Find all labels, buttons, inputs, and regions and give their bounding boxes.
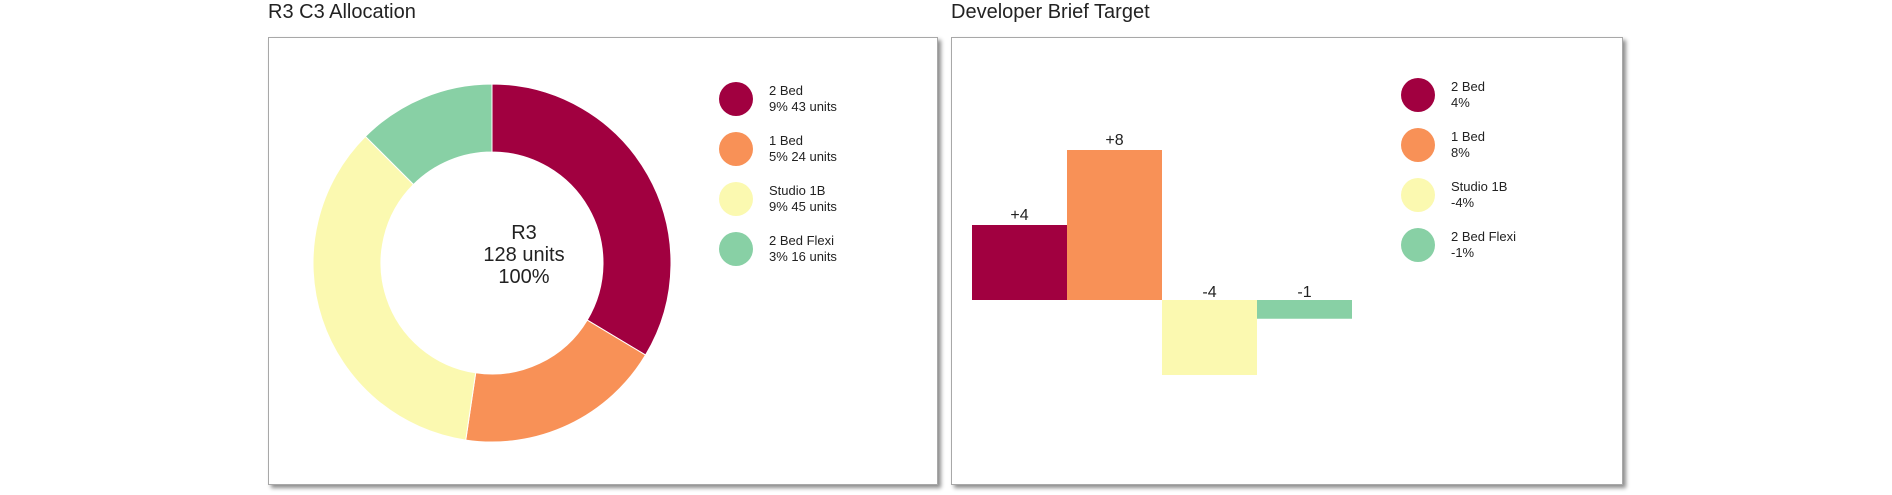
legend-swatch — [1401, 178, 1435, 212]
donut-center-label: R3 128 units 100% — [424, 222, 624, 288]
legend-swatch — [719, 82, 753, 116]
bar-chart: +4 +8 -4 -1 — [972, 132, 1352, 375]
legend-label: 2 Bed Flexi — [769, 233, 835, 248]
legend-label: Studio 1B — [1451, 179, 1508, 194]
donut-chart-title: R3 C3 Allocation — [268, 1, 416, 23]
bar-value-label: +8 — [1105, 132, 1123, 149]
bar-legend-item[interactable]: 2 Bed Flexi -1% — [1401, 228, 1516, 262]
donut-center-name: R3 — [511, 222, 537, 244]
legend-label: 2 Bed — [1451, 79, 1485, 94]
legend-value: -1% — [1451, 245, 1475, 260]
bar-value-label: +4 — [1010, 207, 1028, 224]
bar-legend-item[interactable]: 2 Bed 4% — [1401, 78, 1485, 112]
legend-label: 2 Bed Flexi — [1451, 229, 1517, 244]
legend-swatch — [1401, 128, 1435, 162]
donut-legend-item[interactable]: Studio 1B 9% 45 units — [719, 182, 837, 216]
bar-value-label: -4 — [1202, 284, 1216, 301]
legend-label: Studio 1B — [769, 183, 826, 198]
donut-chart — [312, 83, 672, 443]
legend-swatch — [1401, 78, 1435, 112]
bar-chart-title: Developer Brief Target — [951, 1, 1150, 23]
donut-slice[interactable] — [312, 135, 477, 441]
legend-swatch — [719, 182, 753, 216]
donut-slice[interactable] — [465, 319, 647, 443]
bar[interactable] — [1067, 150, 1162, 300]
legend-swatch — [719, 232, 753, 266]
donut-legend-item[interactable]: 2 Bed 9% 43 units — [719, 82, 837, 116]
legend-detail: 3% 16 units — [769, 249, 837, 264]
donut-center-percent: 100% — [498, 266, 550, 288]
bar-legend-item[interactable]: 1 Bed 8% — [1401, 128, 1485, 162]
legend-detail: 5% 24 units — [769, 149, 837, 164]
legend-label: 2 Bed — [769, 83, 803, 98]
legend-value: 4% — [1451, 95, 1470, 110]
donut-chart-panel: R3 128 units 100% 2 Bed 9% 43 units 1 Bed… — [268, 37, 938, 485]
legend-label: 1 Bed — [769, 133, 803, 148]
bar[interactable] — [972, 225, 1067, 300]
legend-label: 1 Bed — [1451, 129, 1485, 144]
bar-value-label: -1 — [1297, 284, 1311, 301]
donut-legend-item[interactable]: 2 Bed Flexi 3% 16 units — [719, 232, 837, 266]
legend-detail: 9% 43 units — [769, 99, 837, 114]
donut-slice[interactable] — [364, 83, 493, 186]
donut-legend-item[interactable]: 1 Bed 5% 24 units — [719, 132, 837, 166]
legend-value: -4% — [1451, 195, 1475, 210]
legend-value: 8% — [1451, 145, 1470, 160]
donut-slice[interactable] — [491, 83, 672, 356]
bar-legend-item[interactable]: Studio 1B -4% — [1401, 178, 1507, 212]
legend-swatch — [719, 132, 753, 166]
legend-detail: 9% 45 units — [769, 199, 837, 214]
donut-center-units: 128 units — [483, 244, 565, 266]
bar-chart-panel: +4 +8 -4 -1 2 Bed 4% 1 Bed 8% Studio 1B -4% 2 … — [951, 37, 1623, 485]
bar[interactable] — [1162, 300, 1257, 375]
bar[interactable] — [1257, 300, 1352, 319]
legend-swatch — [1401, 228, 1435, 262]
